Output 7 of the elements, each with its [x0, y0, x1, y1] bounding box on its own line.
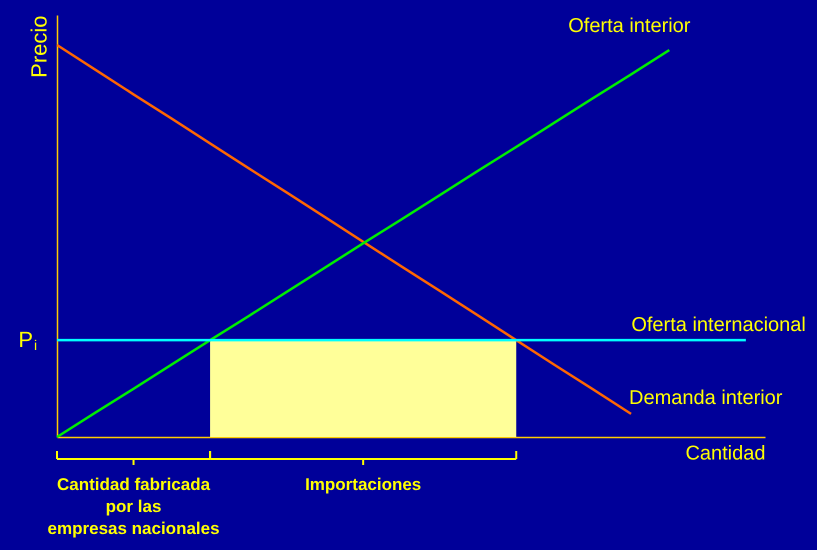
text: Cantidad fabricada por las empresas nacionales: [48, 475, 220, 538]
y-axis-title: Precio: [26, 16, 52, 78]
series-label: Oferta internacional: [631, 314, 806, 336]
series-label: Oferta interior: [568, 15, 691, 38]
series-label: Demanda interior: [629, 386, 783, 409]
x-axis-title: Cantidad: [685, 442, 766, 464]
text: Importaciones: [305, 475, 422, 494]
